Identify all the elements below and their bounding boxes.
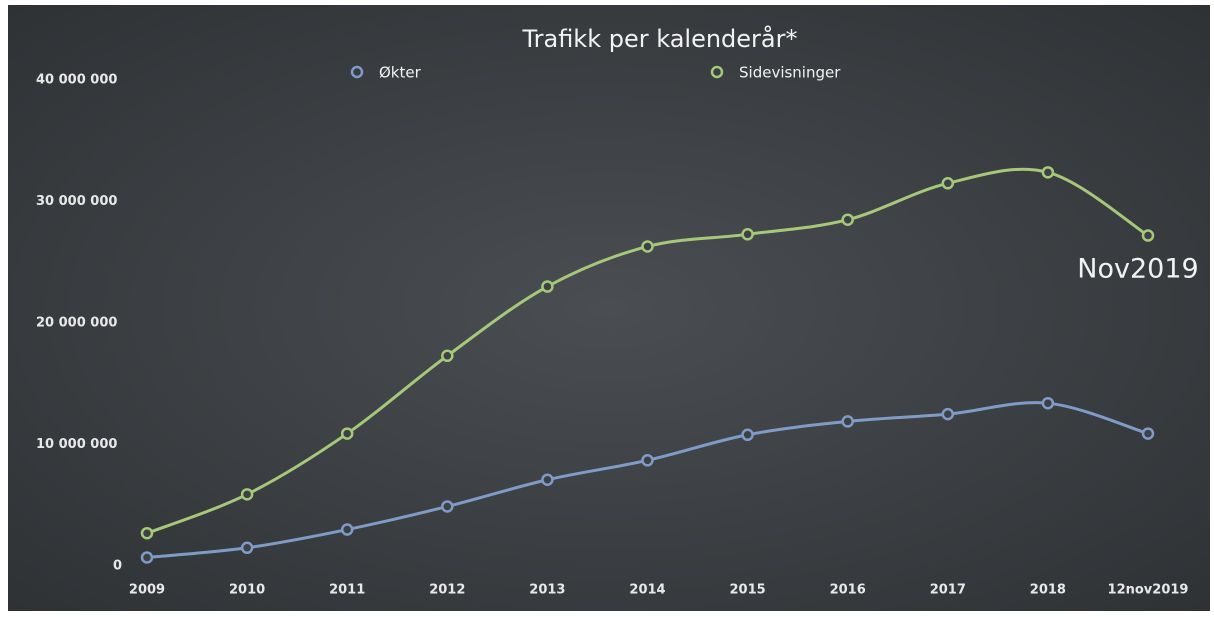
x-tick-label: 2017 — [930, 583, 966, 598]
point — [140, 551, 154, 564]
point — [441, 349, 454, 363]
x-tick-label: 2018 — [1030, 583, 1066, 598]
y-tick-label: 10 000 000 — [36, 437, 117, 452]
point — [841, 213, 854, 226]
point — [641, 454, 654, 467]
x-tick-label: 2009 — [129, 583, 165, 598]
x-tick-label: 2015 — [730, 583, 766, 598]
chalkboard — [8, 5, 1210, 611]
y-tick-label: 30 000 000 — [36, 194, 117, 209]
legend-marker — [350, 65, 364, 79]
point — [1041, 166, 1055, 179]
point — [240, 541, 254, 555]
x-tick-label: 2011 — [329, 583, 365, 598]
point — [941, 407, 955, 421]
y-tick-label: 0 — [113, 559, 122, 574]
point — [741, 228, 754, 241]
x-tick-label: 2016 — [830, 583, 866, 598]
point — [340, 523, 354, 536]
point — [841, 415, 854, 428]
point — [240, 488, 254, 501]
chart-title: Trafikk per kalenderår* — [521, 24, 797, 53]
x-tick-label: 2014 — [629, 583, 665, 598]
x-tick-label: 2010 — [229, 583, 265, 598]
point — [140, 526, 154, 540]
point — [441, 500, 454, 513]
point — [541, 473, 554, 486]
legend-label: Sidevisninger — [739, 64, 841, 82]
x-tick-label: 12nov2019 — [1108, 583, 1189, 598]
point — [741, 428, 754, 442]
point — [541, 280, 554, 293]
point — [941, 177, 955, 190]
point — [641, 240, 654, 253]
y-tick-label: 40 000 000 — [36, 73, 117, 88]
point — [1141, 229, 1155, 242]
point — [1141, 427, 1155, 440]
legend-marker — [710, 65, 724, 79]
annotation: Nov2019 — [1077, 254, 1198, 285]
x-tick-label: 2013 — [529, 583, 565, 598]
point — [340, 427, 354, 440]
legend-label: Økter — [379, 64, 422, 82]
y-tick-label: 20 000 000 — [36, 316, 117, 331]
point — [1041, 396, 1055, 410]
x-tick-label: 2012 — [429, 583, 465, 598]
